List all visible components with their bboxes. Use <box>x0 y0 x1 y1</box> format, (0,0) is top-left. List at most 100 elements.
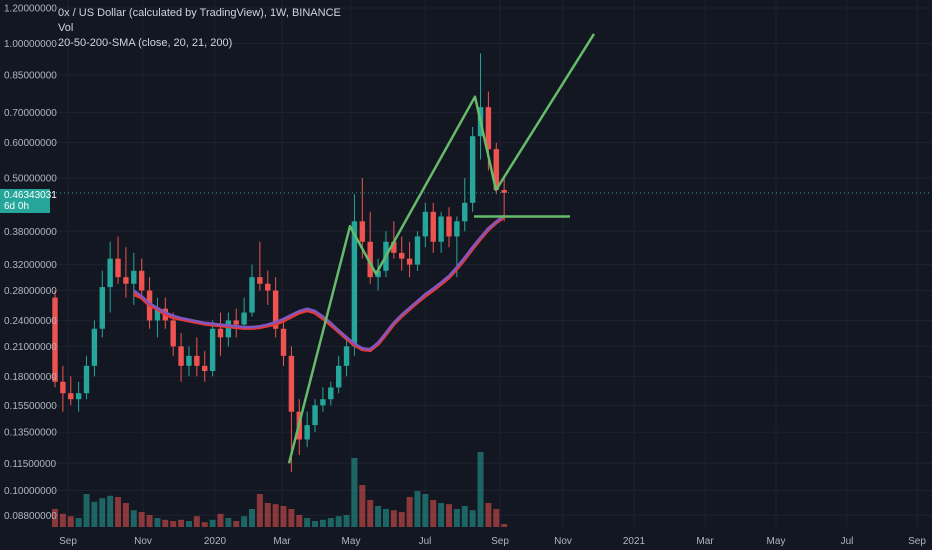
candle-body <box>233 320 239 325</box>
candle-body <box>202 365 208 372</box>
candle-body <box>312 405 318 426</box>
time-tick-label: May <box>767 536 786 547</box>
price-tick-label: 0.28000000 <box>4 286 57 297</box>
candle-body <box>335 365 342 388</box>
time-tick-label: May <box>342 536 361 547</box>
candle-body <box>52 297 58 382</box>
volume-bar <box>406 497 413 527</box>
volume-bar <box>343 515 350 527</box>
volume-bar <box>75 518 82 527</box>
volume-bar <box>115 497 122 527</box>
candle-body <box>438 216 444 242</box>
volume-bar <box>122 503 129 527</box>
volume-bar <box>162 519 169 527</box>
volume-bar <box>335 516 342 527</box>
volume-bar <box>351 458 358 527</box>
candle-body <box>280 328 287 356</box>
time-tick-label: Jul <box>841 536 854 547</box>
time-tick-label: Sep <box>491 536 509 547</box>
volume-bar <box>178 519 185 527</box>
candle-body <box>485 107 492 150</box>
price-tick-label: 1.20000000 <box>4 4 57 15</box>
candle-body <box>375 270 381 278</box>
candle-body <box>399 252 405 259</box>
volume-bar <box>430 500 437 527</box>
last-price-tag: 0.46343031 6d 0h <box>0 189 57 213</box>
volume-bar <box>375 506 382 527</box>
volume-bar <box>209 519 216 527</box>
volume-bars <box>52 452 508 527</box>
volume-bar <box>256 494 263 527</box>
candle-body <box>304 425 310 440</box>
volume-bar <box>225 518 232 527</box>
candle-body <box>249 277 255 313</box>
candle-body <box>422 211 429 237</box>
candle-body <box>359 221 366 242</box>
volume-bar <box>217 513 224 527</box>
candle-body <box>60 381 66 394</box>
candle-body <box>454 221 460 237</box>
candle-body <box>462 202 468 222</box>
time-tick-label: Mar <box>696 536 714 547</box>
candle-body <box>178 346 184 366</box>
candle-body <box>123 277 129 284</box>
volume-bar <box>130 510 137 527</box>
sma-21-line <box>133 214 505 351</box>
volume-bar <box>67 516 74 527</box>
volume-label: Vol <box>58 22 74 34</box>
candle-body <box>469 136 476 203</box>
volume-bar <box>446 504 452 527</box>
price-tick-label: 0.85000000 <box>4 70 57 81</box>
volume-bar <box>288 509 295 527</box>
time-tick-label: 2020 <box>204 536 227 547</box>
volume-bar <box>280 506 287 527</box>
candle-body <box>265 283 271 291</box>
candle-body <box>272 290 279 329</box>
price-tick-label: 0.11500000 <box>4 459 57 470</box>
volume-bar <box>107 495 114 527</box>
time-tick-label: Nov <box>134 536 152 547</box>
candle-body <box>68 393 74 400</box>
volume-bar <box>185 521 192 527</box>
trend-drawings <box>52 33 932 464</box>
volume-bar <box>99 498 106 527</box>
moving-averages <box>132 214 506 353</box>
candle-body <box>131 270 137 284</box>
price-tick-label: 0.15500000 <box>4 401 57 412</box>
volume-bar <box>382 509 389 527</box>
candle-body <box>83 365 90 394</box>
time-tick-label: Nov <box>554 536 572 547</box>
candlesticks <box>52 53 507 472</box>
candle-body <box>501 189 507 193</box>
volume-bar <box>304 518 311 527</box>
price-tick-label: 0.18000000 <box>4 372 57 383</box>
volume-bar <box>52 509 58 527</box>
volume-bar <box>469 510 476 527</box>
candle-body <box>107 258 113 288</box>
volume-bar <box>501 524 508 527</box>
last-price: 0.46343031 <box>4 190 57 201</box>
candle-body <box>170 320 176 347</box>
pattern-trendline <box>287 33 596 464</box>
candle-body <box>241 312 247 325</box>
price-tick-label: 0.24000000 <box>4 316 57 327</box>
volume-bar <box>138 512 145 527</box>
price-tick-label: 0.13500000 <box>4 428 57 439</box>
volume-bar <box>359 485 366 527</box>
candle-body <box>328 387 334 400</box>
volume-bar <box>461 506 468 527</box>
time-axis-bg <box>0 527 932 550</box>
candle-body <box>320 399 326 406</box>
price-tick-label: 0.60000000 <box>4 138 57 149</box>
volume-bar <box>485 503 492 527</box>
candle-body <box>351 221 358 347</box>
time-tick-label: Mar <box>273 536 291 547</box>
volume-bar <box>249 509 255 527</box>
volume-bar <box>241 516 248 527</box>
candle-body <box>209 328 216 372</box>
volume-bar <box>422 494 429 527</box>
volume-bar <box>438 503 445 527</box>
price-tick-label: 0.21000000 <box>4 342 57 353</box>
